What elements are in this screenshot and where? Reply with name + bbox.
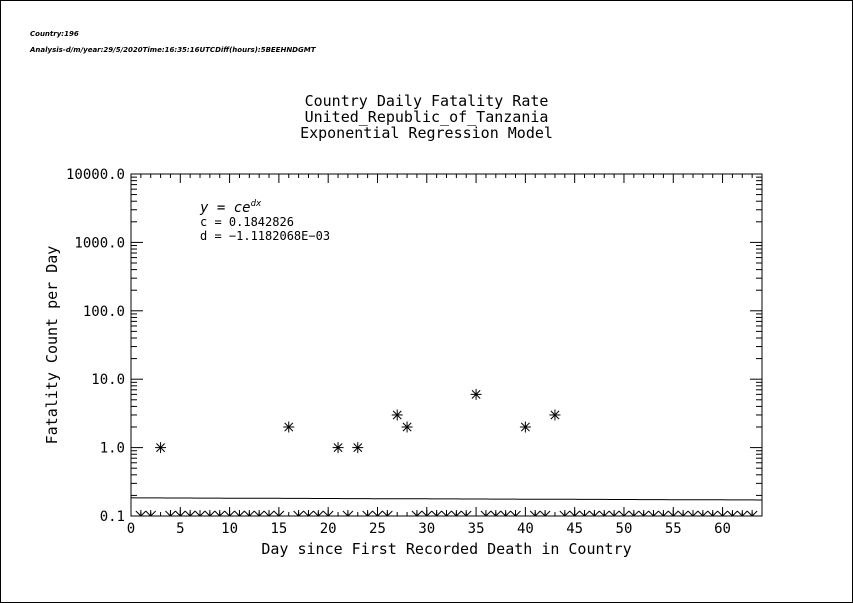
data-point xyxy=(352,442,364,454)
country-id-label: Country:196 xyxy=(30,30,79,38)
x-tick-label: 35 xyxy=(468,521,485,537)
x-tick-label: 55 xyxy=(665,521,682,537)
chart-title-line-2: United_Republic_of_Tanzania xyxy=(304,108,549,126)
data-point xyxy=(401,421,413,433)
x-tick-label: 20 xyxy=(320,521,337,537)
data-point xyxy=(332,442,344,454)
y-tick-label: 1.0 xyxy=(100,441,125,457)
chart-title-line-3: Exponential Regression Model xyxy=(300,124,553,142)
x-tick-label: 25 xyxy=(369,521,386,537)
formula-base: y = ce xyxy=(199,200,251,216)
x-tick-label: 40 xyxy=(517,521,534,537)
x-tick-label: 5 xyxy=(176,521,184,537)
data-point xyxy=(470,388,482,400)
x-axis-label: Day since First Recorded Death in Countr… xyxy=(261,540,631,558)
formula-line: y = cedx xyxy=(199,199,262,216)
fit-c-value: c = 0.1842826 xyxy=(200,215,294,229)
chart-title-line-1: Country Daily Fatality Rate xyxy=(304,92,549,110)
y-tick-label: 10000.0 xyxy=(66,167,125,183)
x-tick-label: 45 xyxy=(566,521,583,537)
regression-curve-group xyxy=(130,497,762,501)
data-point xyxy=(283,421,295,433)
data-point xyxy=(549,409,561,421)
x-tick-label: 10 xyxy=(221,521,238,537)
regression-formula: y = cedx c = 0.1842826 d = −1.1182068E−0… xyxy=(199,199,330,243)
axis-ticks xyxy=(130,173,763,517)
y-tick-label: 10.0 xyxy=(91,372,125,388)
x-tick-label: 0 xyxy=(127,521,135,537)
fit-d-value: d = −1.1182068E−03 xyxy=(200,229,330,243)
analysis-timestamp-label: Analysis-d/m/year:29/5/2020Time:16:35:16… xyxy=(30,46,316,54)
data-point xyxy=(155,442,167,454)
data-point xyxy=(519,421,531,433)
regression-curve xyxy=(130,497,762,501)
y-tick-label: 0.1 xyxy=(100,509,125,525)
data-points xyxy=(155,388,561,454)
y-tick-label: 100.0 xyxy=(83,304,125,320)
data-point xyxy=(391,409,403,421)
y-axis-label: Fatality Count per Day xyxy=(43,246,61,445)
x-tick-label: 30 xyxy=(418,521,435,537)
x-tick-label: 50 xyxy=(616,521,633,537)
y-tick-label: 1000.0 xyxy=(74,235,125,251)
formula-exponent: dx xyxy=(251,199,262,209)
x-tick-label: 60 xyxy=(714,521,731,537)
tick-labels: 0 5 10 15 20 25 30 35 40 45 50 55 60 0.1 1.0 10.0 100.0 1… xyxy=(66,167,731,537)
x-tick-label: 15 xyxy=(270,521,287,537)
